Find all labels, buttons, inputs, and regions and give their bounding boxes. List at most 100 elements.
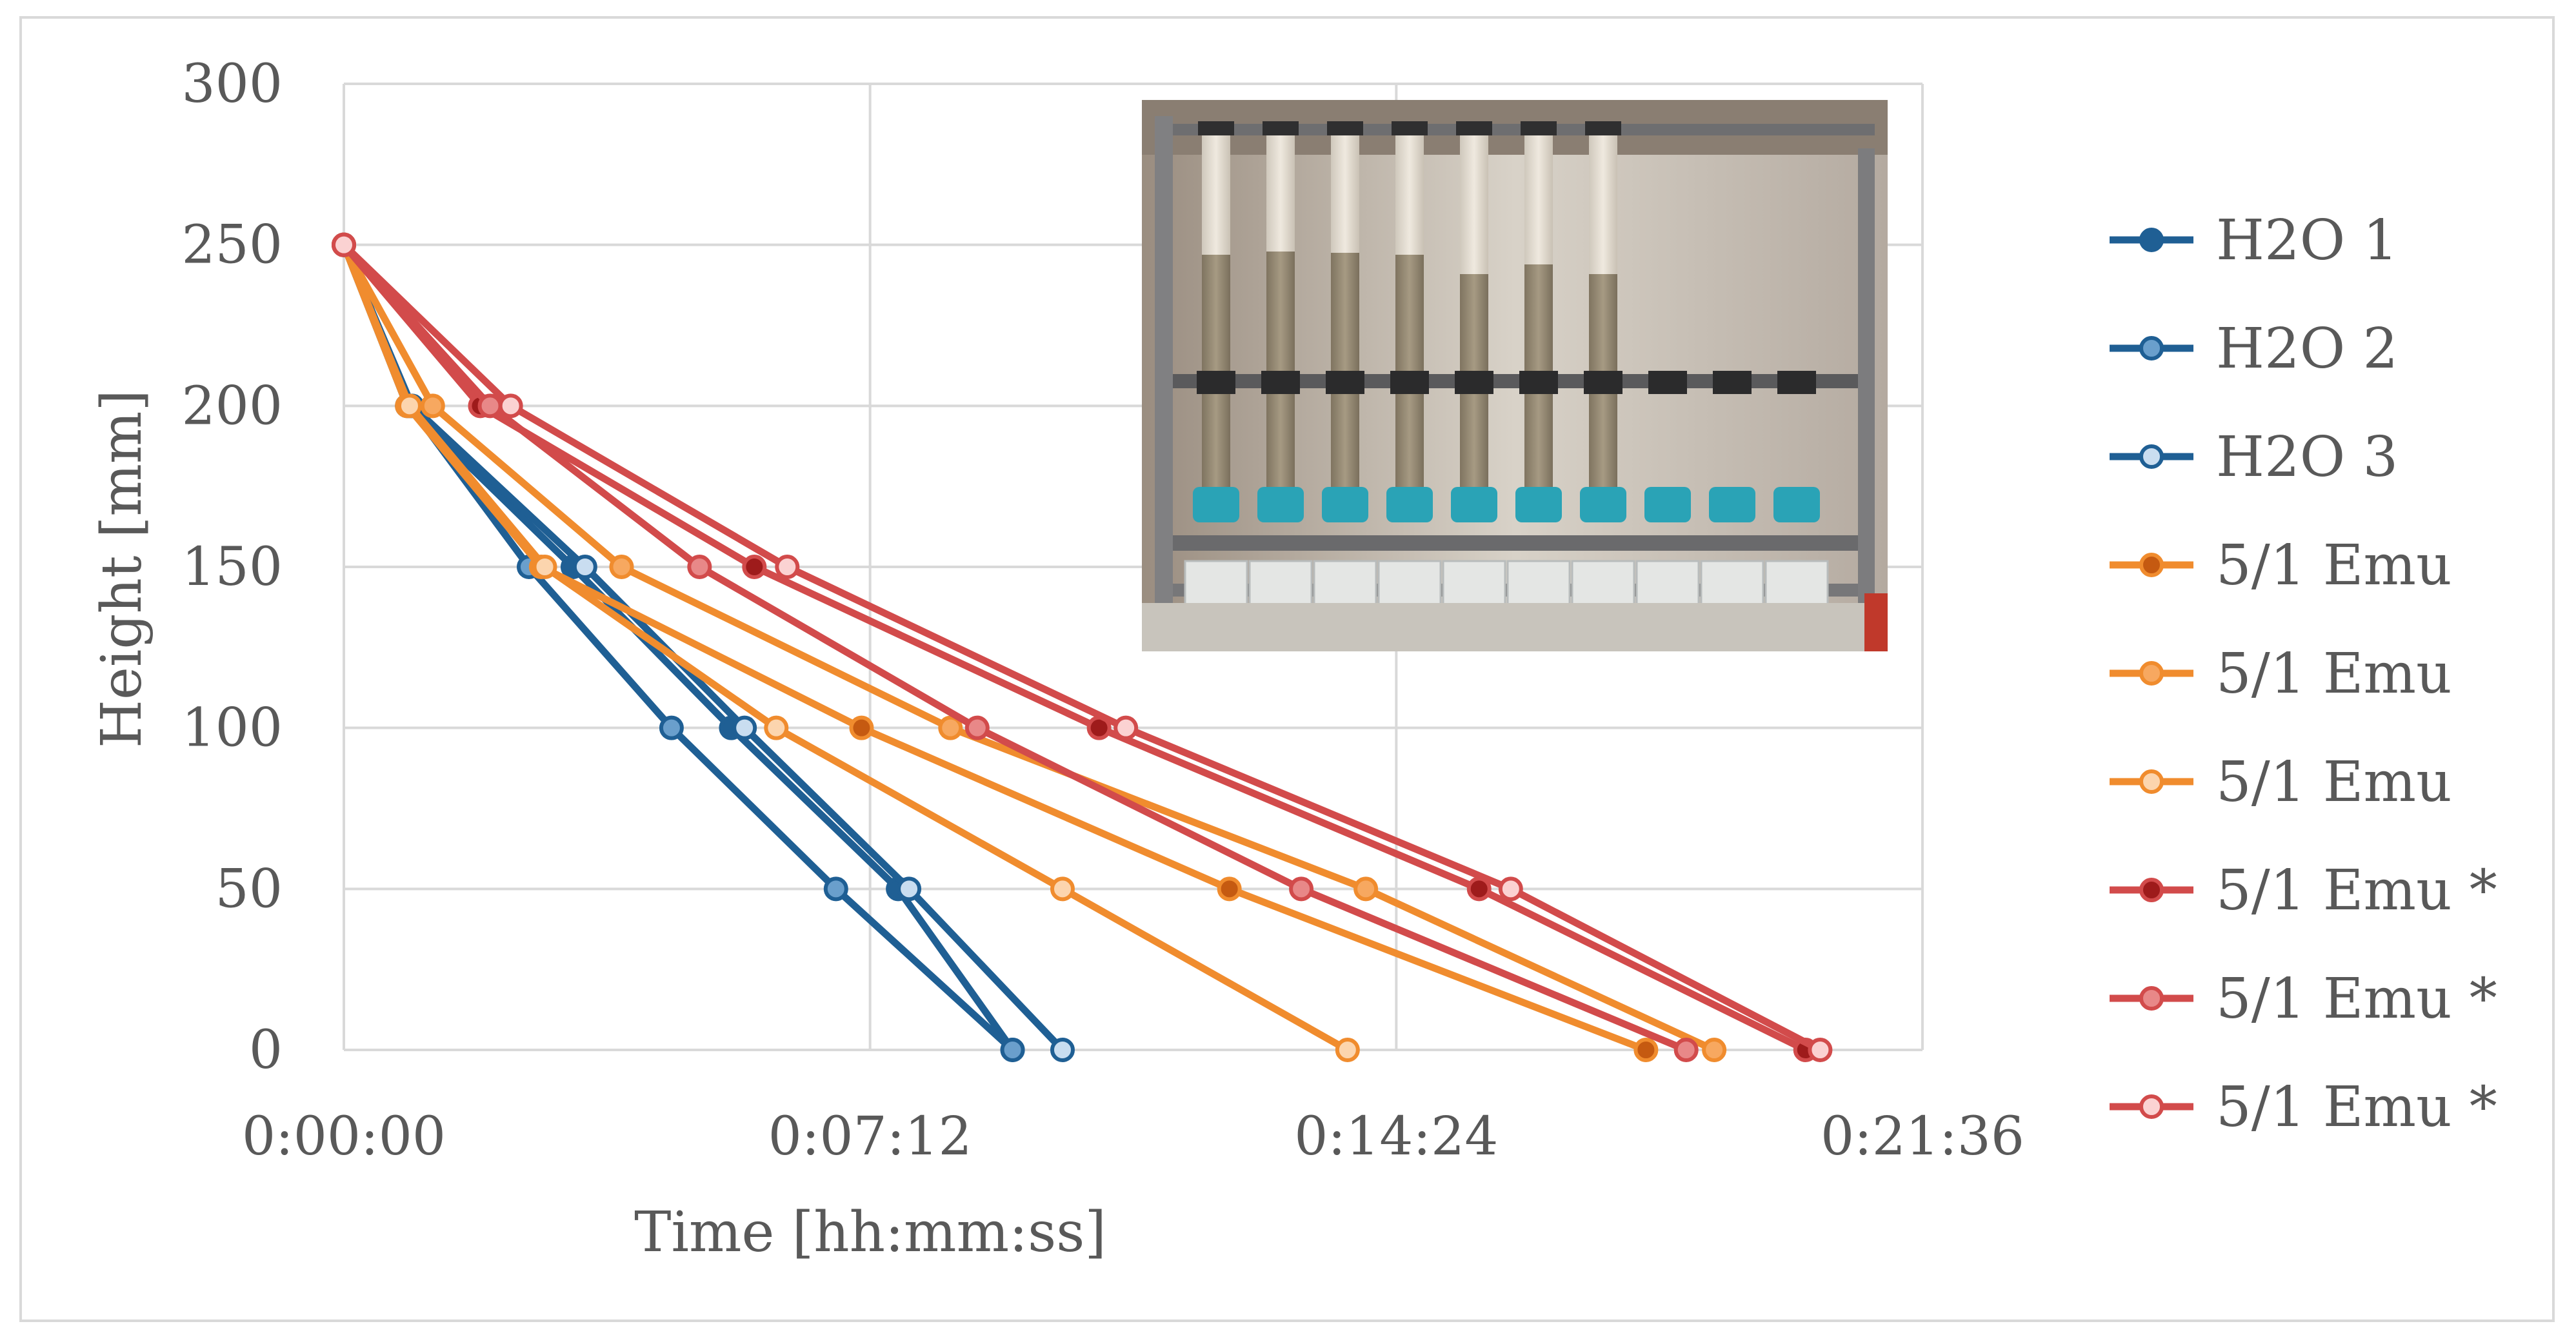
funnel — [1257, 487, 1304, 522]
data-point — [1808, 1038, 1833, 1062]
clamp — [1326, 371, 1364, 394]
tube-cap — [1327, 121, 1363, 135]
tube-cap — [1263, 121, 1299, 135]
data-point — [609, 555, 634, 579]
legend-label: 5/1 Emu — [2216, 642, 2451, 706]
y-tick-label: 250 — [181, 215, 283, 276]
x-tick-label: 0:07:12 — [768, 1106, 972, 1167]
data-point — [332, 232, 356, 257]
legend-swatch-marker — [2139, 553, 2164, 577]
legend-label: 5/1 Emu * — [2216, 967, 2497, 1031]
series-lines — [332, 232, 1833, 1062]
x-tick-label: 0:14:24 — [1294, 1106, 1498, 1167]
y-tick-label: 200 — [181, 375, 283, 437]
funnel — [1322, 487, 1368, 522]
tube-cap — [1521, 121, 1557, 135]
data-point — [1673, 1038, 1699, 1062]
x-axis-title: Time [hh:mm:ss] — [634, 1200, 1106, 1265]
data-point — [1289, 876, 1314, 902]
y-tick-label: 0 — [249, 1020, 283, 1081]
clamp — [1261, 371, 1300, 394]
data-point — [938, 715, 963, 740]
data-point — [1050, 1038, 1075, 1062]
y-tick-label: 100 — [181, 698, 283, 759]
data-point — [849, 715, 874, 740]
legend-swatch-marker — [2139, 1094, 2164, 1119]
data-point — [397, 393, 422, 419]
legend-label: 5/1 Emu * — [2216, 1075, 2497, 1140]
legend-item: 5/1 Emu * — [2110, 858, 2497, 923]
data-point — [687, 555, 712, 579]
legend-item: H2O 2 — [2110, 317, 2398, 381]
legend-item: 5/1 Emu — [2110, 533, 2451, 598]
clamp — [1390, 371, 1429, 394]
legend-swatch-marker — [2139, 661, 2164, 686]
data-point — [764, 715, 789, 740]
funnel — [1451, 487, 1497, 522]
data-point — [964, 715, 990, 740]
legend-swatch-marker — [2139, 769, 2164, 794]
funnel — [1644, 487, 1691, 522]
legend-swatch-marker — [2139, 336, 2164, 361]
legend: H2O 1 H2O 2 H2O 3 5/1 Emu 5/1 Emu 5/1 Emu 5/1 … — [2110, 208, 2497, 1140]
tube-cap — [1198, 121, 1234, 135]
legend-item: H2O 3 — [2110, 425, 2398, 489]
tube-sediment — [1266, 252, 1295, 487]
clamp — [1455, 371, 1493, 394]
legend-item: 5/1 Emu — [2110, 642, 2451, 706]
chart-frame — [19, 16, 2555, 1322]
clamp — [1777, 371, 1816, 394]
tube-cap — [1456, 121, 1492, 135]
funnel — [1773, 487, 1820, 522]
data-point — [572, 555, 597, 579]
tube-cap — [1392, 121, 1428, 135]
y-axis-title: Height [mm] — [90, 390, 154, 748]
y-tick-label: 150 — [181, 537, 283, 598]
legend-label: 5/1 Emu * — [2216, 858, 2497, 923]
inset-photo — [1142, 100, 1888, 651]
data-point — [1113, 715, 1139, 740]
data-point — [1000, 1038, 1025, 1062]
funnel — [1515, 487, 1562, 522]
data-point — [420, 393, 445, 419]
data-point — [532, 555, 557, 579]
series-line — [341, 242, 1808, 1053]
y-tick-label: 50 — [215, 858, 283, 920]
legend-label: 5/1 Emu — [2216, 533, 2451, 598]
data-point — [775, 555, 800, 579]
legend-swatch-marker — [2139, 444, 2164, 469]
clamp — [1519, 371, 1558, 394]
funnel — [1193, 487, 1239, 522]
legend-item: 5/1 Emu * — [2110, 967, 2497, 1031]
data-point — [1498, 876, 1523, 902]
series-line — [340, 243, 1350, 1053]
tube-sediment — [1331, 253, 1359, 487]
data-point — [1353, 876, 1379, 902]
data-point — [1633, 1038, 1659, 1062]
clamp — [1713, 371, 1752, 394]
legend-label: H2O 1 — [2216, 208, 2398, 273]
data-point — [742, 555, 767, 579]
legend-swatch-marker — [2139, 228, 2164, 252]
legend-label: 5/1 Emu — [2216, 750, 2451, 815]
legend-swatch-marker — [2139, 986, 2164, 1011]
y-axis-ticks: 0 50 100 150 200 250 300 — [181, 54, 283, 1081]
legend-label: H2O 3 — [2216, 425, 2398, 489]
axis-titles: Time [hh:mm:ss] Height [mm] — [90, 390, 1106, 1265]
data-point — [477, 393, 503, 419]
legend-item: 5/1 Emu — [2110, 750, 2451, 815]
series-line — [341, 243, 1716, 1053]
x-axis-ticks: 0:00:00 0:07:12 0:14:24 0:21:36 — [242, 1106, 2024, 1167]
data-point — [659, 715, 684, 740]
legend-item: 5/1 Emu * — [2110, 1075, 2497, 1140]
data-point — [1217, 876, 1242, 902]
funnel — [1386, 487, 1433, 522]
funnel — [1709, 487, 1755, 522]
clamp — [1648, 371, 1687, 394]
data-point — [1335, 1038, 1360, 1062]
data-point — [1050, 876, 1075, 902]
legend-item: H2O 1 — [2110, 208, 2398, 273]
data-point — [897, 876, 922, 902]
legend-label: H2O 2 — [2216, 317, 2398, 381]
series-line — [341, 242, 1822, 1053]
